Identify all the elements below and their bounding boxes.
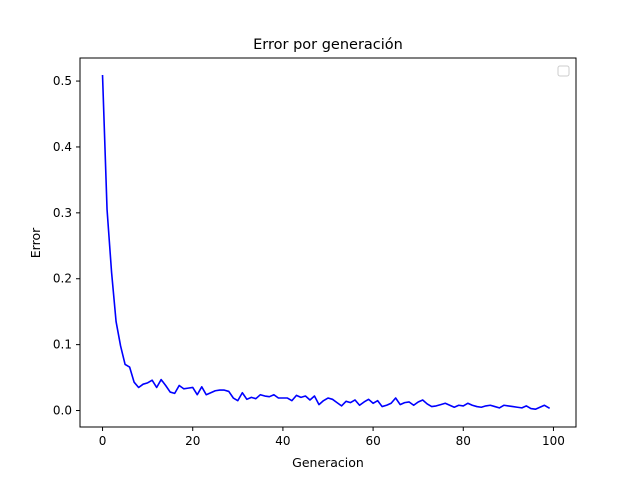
y-tick-label: 0.1 xyxy=(53,338,72,352)
series-line xyxy=(101,74,551,411)
y-tick-label: 0.4 xyxy=(53,140,72,154)
x-tick-label: 100 xyxy=(542,434,565,448)
x-axis-label: Generacion xyxy=(292,455,364,470)
x-tick-label: 20 xyxy=(185,434,200,448)
y-tick-label: 0.5 xyxy=(53,74,72,88)
y-axis-label: Error xyxy=(28,227,43,258)
plot-area: 0 20 40 60 80 100 0.0 0.1 0.2 0.3 0.4 0.5 xyxy=(53,57,577,448)
axes-frame xyxy=(79,57,577,428)
y-tick-label: 0.0 xyxy=(53,404,72,418)
y-axis-ticks: 0.0 0.1 0.2 0.3 0.4 0.5 xyxy=(53,74,80,418)
x-axis-ticks: 0 20 40 60 80 100 xyxy=(99,427,565,448)
y-tick-label: 0.2 xyxy=(53,272,72,286)
x-tick-label: 40 xyxy=(275,434,290,448)
chart-title: Error por generación xyxy=(253,37,403,53)
x-tick-label: 0 xyxy=(99,434,107,448)
y-tick-label: 0.3 xyxy=(53,206,72,220)
x-tick-label: 80 xyxy=(456,434,471,448)
series-layer xyxy=(101,74,551,411)
legend-box xyxy=(557,65,570,77)
x-tick-label: 60 xyxy=(365,434,380,448)
